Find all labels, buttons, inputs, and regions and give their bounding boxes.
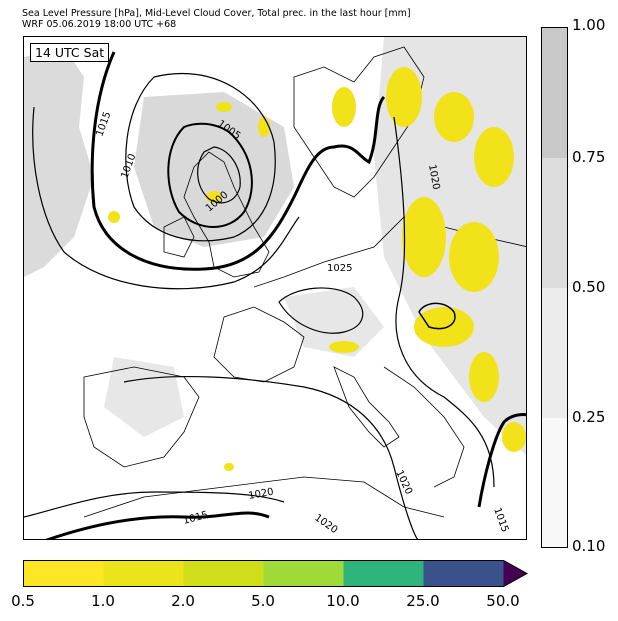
coast-north-africa <box>83 476 445 518</box>
cloud-band <box>542 288 567 418</box>
precip-band <box>183 560 264 587</box>
map-canvas: 1015 1010 1005 1000 1025 1020 1020 1020 … <box>24 37 526 539</box>
precip-cell <box>332 87 356 127</box>
coast-italy <box>333 366 400 448</box>
precip-cell <box>108 211 120 223</box>
coast-britain <box>183 151 270 278</box>
precip-tick-label: 25.0 <box>406 592 440 610</box>
cloud-area-alps <box>284 287 384 357</box>
isobar-label: 1015 <box>491 506 510 534</box>
isobar-thin <box>123 375 419 539</box>
isobar-thin <box>197 146 241 204</box>
isobar-label: 1020 <box>248 487 275 502</box>
coast-balkans <box>383 366 465 488</box>
isobar-label: 1020 <box>426 164 441 191</box>
precip-band <box>263 560 344 587</box>
precip-colorbar-outline <box>23 560 529 587</box>
precip-tick-label: 10.0 <box>326 592 360 610</box>
precip-cell <box>386 67 422 127</box>
precip-tick-label: 5.0 <box>251 592 275 610</box>
precip-cell <box>414 307 474 347</box>
isobar-label: 1025 <box>327 263 352 274</box>
cloud-band <box>542 418 567 547</box>
cloud-tick-label: 0.75 <box>572 148 606 166</box>
cloud-area-low-centre <box>134 92 294 247</box>
precip-cell <box>469 352 499 402</box>
precip-cell <box>474 127 514 187</box>
precip-cell <box>224 463 234 471</box>
precip-tick-label: 50.0 <box>486 592 520 610</box>
coast-iberia <box>83 366 200 468</box>
chart-title: Sea Level Pressure [hPa], Mid-Level Clou… <box>22 8 411 19</box>
isobar-thin <box>24 491 285 518</box>
cloud-tick-label: 0.25 <box>572 408 606 426</box>
valid-time-label: 14 UTC Sat <box>30 43 110 62</box>
precip-cell <box>434 92 474 142</box>
isobar-label: 1020 <box>393 469 414 497</box>
isobar-thick <box>45 511 270 539</box>
precip-band <box>23 560 104 587</box>
model-run-subtitle: WRF 05.06.2019 18:00 UTC +68 <box>22 19 177 30</box>
isobar-label: 1020 <box>312 512 339 536</box>
precip-extend-arrow <box>503 560 527 587</box>
isobars <box>24 51 526 539</box>
isobar-thin <box>278 287 364 334</box>
isobar-thick <box>418 302 456 330</box>
cloud-band <box>542 158 567 288</box>
precip-tick-label: 0.5 <box>11 592 35 610</box>
precip-band <box>423 560 504 587</box>
coast-france <box>213 306 305 383</box>
isobar-thick <box>90 51 386 271</box>
precip-cell <box>449 222 499 292</box>
cloud-colorbar-canvas <box>542 28 567 547</box>
coast-ireland <box>163 216 195 258</box>
cloud-area-atlantic-west <box>24 47 94 277</box>
cloud-tick-label: 0.10 <box>572 537 606 555</box>
precip-cell <box>329 341 359 353</box>
isobar-thick <box>477 413 526 508</box>
weather-map: 1015 1010 1005 1000 1025 1020 1020 1020 … <box>23 36 527 540</box>
coast-scandinavia <box>293 46 425 198</box>
precip-cell <box>216 102 232 112</box>
precip-tick-label: 2.0 <box>171 592 195 610</box>
cloud-tick-label: 0.50 <box>572 278 606 296</box>
cloud-cover-colorbar <box>541 27 568 548</box>
isobar-thin <box>393 116 495 488</box>
isobar-label: 1015 <box>182 510 209 527</box>
precip-tick-label: 1.0 <box>91 592 115 610</box>
cloud-tick-label: 1.00 <box>572 16 606 34</box>
precip-band <box>103 560 184 587</box>
isobar-thick <box>167 122 253 228</box>
precip-cell <box>502 422 526 452</box>
cloud-band <box>542 28 567 158</box>
precip-cell <box>258 117 270 137</box>
precip-cell <box>402 197 446 277</box>
isobar-thin <box>32 106 300 290</box>
precipitation-layer <box>108 67 526 471</box>
precip-band <box>343 560 424 587</box>
isobar-thin <box>125 72 276 242</box>
precip-colorbar-canvas <box>23 560 529 587</box>
precipitation-colorbar <box>23 560 529 587</box>
